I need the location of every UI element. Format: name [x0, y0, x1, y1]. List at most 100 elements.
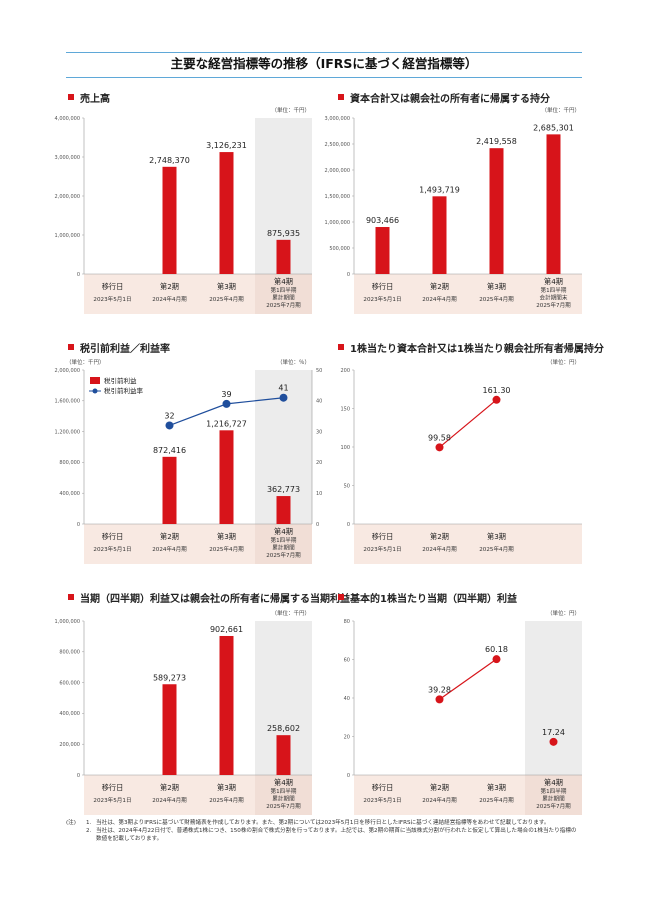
y2-tick-label: 0 — [316, 522, 319, 528]
category-sublabel: 2024年4月期 — [422, 545, 457, 553]
y-tick-label: 1,000,000 — [55, 233, 80, 239]
category-cell — [84, 775, 141, 815]
category-label: 第2期 — [430, 532, 449, 541]
category-sublabel: 2024年4月期 — [422, 295, 457, 303]
category-sublabel: 2025年4月期 — [209, 796, 244, 804]
category-label: 移行日 — [102, 783, 124, 792]
bar — [375, 227, 390, 274]
bar — [276, 239, 291, 274]
category-sublabel: 2025年4月期 — [479, 796, 514, 804]
y-tick-label: 100 — [340, 445, 350, 451]
category-cell — [411, 274, 468, 314]
category-label: 移行日 — [102, 532, 124, 541]
category-cell — [411, 524, 468, 564]
y2-tick-label: 10 — [316, 491, 322, 497]
category-cell — [141, 274, 198, 314]
y2-tick-label: 50 — [316, 368, 322, 374]
rate-value-label: 32 — [164, 411, 174, 420]
category-sublabel: 2025年4月期 — [209, 295, 244, 303]
y-tick-label: 60 — [344, 657, 350, 663]
charts-canvas: 売上高 0 1,000,000 2,000,000 3,000,000 4,000,000… — [55, 92, 604, 815]
category-cell — [198, 274, 255, 314]
y-tick-label: 0 — [347, 773, 350, 779]
category-sublabel: 2023年5月1日 — [363, 295, 401, 303]
category-label: 第2期 — [160, 282, 179, 291]
category-cell — [255, 775, 312, 815]
footnote-text: 当社は、2024年4月22日付で、普通株式1株につき、150株の割合で株式分割を… — [96, 828, 577, 842]
title-marker-icon — [68, 94, 74, 100]
category-sublabel: 2025年7月期 — [266, 551, 301, 559]
bar — [219, 430, 234, 524]
category-cell — [84, 524, 141, 564]
bar-value-label: 875,935 — [267, 229, 300, 238]
category-sublabel: 2023年5月1日 — [93, 295, 131, 303]
category-cell — [468, 775, 525, 815]
category-label: 第4期 — [274, 527, 293, 536]
category-cell — [255, 524, 312, 564]
category-cell — [354, 524, 411, 564]
footnote-number: 2. — [86, 828, 92, 834]
category-sublabel: 2024年4月期 — [422, 796, 457, 804]
category-label: 第3期 — [217, 783, 236, 792]
category-sublabel: 会計期間末 — [540, 294, 568, 302]
title-marker-icon — [338, 94, 344, 100]
y-tick-label: 0 — [77, 272, 80, 278]
category-cell — [198, 524, 255, 564]
unit-label: （単位：千円） — [271, 609, 310, 617]
y-tick-label: 400,000 — [59, 711, 80, 717]
point-value-label: 17.24 — [542, 728, 565, 737]
legend-point-swatch — [92, 388, 98, 394]
y-tick-label: 20 — [344, 734, 350, 740]
chart-title: 1株当たり資本合計又は1株当たり親会社所有者帰属持分 — [350, 342, 604, 355]
bar-value-label: 872,416 — [153, 446, 186, 455]
unit-label: （単位：円） — [547, 609, 580, 617]
y-tick-label: 4,000,000 — [55, 116, 80, 122]
y-tick-label: 1,200,000 — [55, 429, 80, 435]
category-label: 第3期 — [217, 282, 236, 291]
y-tick-label: 1,600,000 — [55, 399, 80, 405]
bar-value-label: 589,273 — [153, 673, 186, 682]
y2-tick-label: 30 — [316, 429, 322, 435]
bar-value-label: 1,493,719 — [419, 185, 460, 194]
bar — [162, 166, 177, 274]
y-tick-label: 50 — [344, 483, 350, 489]
y-tick-label: 0 — [347, 522, 350, 528]
category-sublabel: 2025年7月期 — [536, 802, 571, 810]
category-label: 移行日 — [372, 532, 394, 541]
y-tick-label: 200,000 — [59, 742, 80, 748]
category-sublabel: 第1四半期 — [271, 536, 297, 544]
y-tick-label: 800,000 — [59, 460, 80, 466]
unit-label: （単位：円） — [547, 358, 580, 366]
point-value-label: 60.18 — [485, 645, 508, 654]
y-tick-label: 2,500,000 — [325, 142, 350, 148]
y-tick-label: 400,000 — [59, 491, 80, 497]
category-cell — [525, 524, 582, 564]
category-sublabel: 累計期間 — [542, 795, 565, 803]
bar — [162, 684, 177, 775]
category-sublabel: 2024年4月期 — [152, 295, 187, 303]
bar-value-label: 2,419,558 — [476, 137, 517, 146]
category-label: 移行日 — [372, 282, 394, 291]
bar-value-label: 903,466 — [366, 216, 399, 225]
category-sublabel: 累計期間 — [272, 795, 295, 803]
y-tick-label: 0 — [77, 522, 80, 528]
y-tick-label: 80 — [344, 619, 350, 625]
bar — [489, 148, 504, 274]
category-sublabel: 2025年4月期 — [479, 545, 514, 553]
value-line — [439, 658, 497, 700]
chart-title: 基本的1株当たり当期（四半期）利益 — [349, 592, 517, 605]
point-value-label: 161.30 — [483, 386, 511, 395]
bar — [276, 735, 291, 775]
y2-tick-label: 20 — [316, 460, 322, 466]
category-label: 第3期 — [217, 532, 236, 541]
category-cell — [141, 524, 198, 564]
category-sublabel: 2025年4月期 — [479, 295, 514, 303]
category-sublabel: 第1四半期 — [271, 787, 297, 795]
point-value-label: 39.28 — [428, 685, 451, 694]
category-label: 第4期 — [544, 778, 563, 787]
category-sublabel: 2023年5月1日 — [93, 545, 131, 553]
category-label: 第3期 — [487, 282, 506, 291]
bar-value-label: 902,661 — [210, 625, 243, 634]
bar-value-label: 2,685,301 — [533, 123, 574, 132]
y-tick-label: 2,000,000 — [325, 168, 350, 174]
